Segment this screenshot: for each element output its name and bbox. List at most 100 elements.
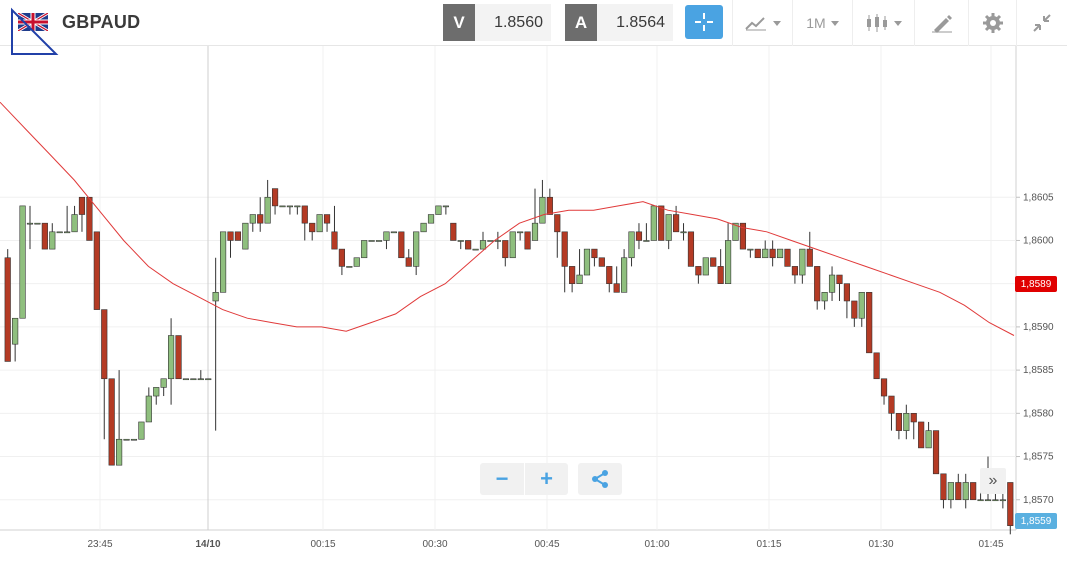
candle-body — [4, 257, 11, 362]
candle-body — [160, 378, 167, 388]
price-tick-label: 1,8585 — [1023, 365, 1054, 376]
time-tick-label: 01:30 — [868, 539, 893, 550]
candle-body — [301, 205, 308, 224]
candle-body — [880, 378, 888, 397]
candle-body — [650, 205, 657, 241]
candle-body — [531, 222, 539, 241]
moving-average-price-tag: 1,8589 — [1015, 276, 1057, 292]
price-axis: 1,86051,86001,85951,85901,85851,85801,85… — [1023, 192, 1054, 506]
candle-body — [970, 482, 977, 501]
candle-body — [494, 240, 501, 242]
candle-body — [754, 248, 761, 259]
candle-body — [717, 266, 724, 284]
candle-body — [41, 222, 48, 250]
candle-body — [524, 231, 531, 250]
zoom-in-button[interactable]: + — [524, 463, 568, 495]
moving-average-line — [0, 101, 1015, 336]
candle-body — [130, 438, 138, 441]
candle-body — [145, 395, 152, 423]
candle-body — [732, 222, 739, 241]
buy-tag: A — [565, 4, 597, 41]
candle-body — [999, 499, 1006, 502]
triangle-marker-icon — [11, 7, 59, 55]
candle-body — [784, 248, 791, 267]
sell-price-box[interactable]: V 1.8560 — [443, 4, 551, 41]
candle-body — [724, 240, 732, 284]
chart-type-line-button[interactable] — [732, 0, 792, 46]
instrument-symbol[interactable]: GBPAUD — [62, 12, 141, 32]
candle-body — [168, 335, 175, 380]
price-tick-label: 1,8605 — [1023, 192, 1054, 203]
candle-body — [828, 274, 836, 293]
share-button[interactable] — [578, 463, 622, 495]
candle-body — [606, 266, 613, 284]
settings-button[interactable] — [968, 0, 1016, 46]
candle-body — [212, 292, 219, 302]
candle-body — [71, 214, 78, 233]
candle-body — [205, 378, 212, 381]
candle-body — [955, 482, 962, 501]
time-tick-label: 01:00 — [644, 539, 669, 550]
time-tick-label: 00:15 — [310, 539, 335, 550]
candle-body — [427, 214, 435, 224]
candle-body — [153, 387, 160, 397]
price-tick-label: 1,8600 — [1023, 235, 1054, 246]
candles-layer — [4, 179, 1014, 535]
buy-price-box[interactable]: A 1.8564 — [565, 4, 673, 41]
candle-body — [450, 222, 457, 241]
candle-body — [561, 231, 568, 267]
candle-body — [361, 240, 368, 259]
candle-body — [138, 421, 145, 440]
time-tick-label: 00:45 — [534, 539, 559, 550]
candle-body — [613, 283, 620, 293]
candle-body — [375, 240, 383, 242]
candle-body — [286, 205, 294, 208]
candle-body — [747, 248, 754, 251]
candle-body — [479, 240, 487, 250]
candle-body — [554, 214, 561, 233]
zoom-out-button[interactable]: − — [495, 466, 509, 491]
candle-body — [197, 378, 204, 381]
candle-body — [517, 231, 524, 234]
crosshair-button[interactable] — [685, 5, 723, 39]
price-tick-label: 1,8590 — [1023, 322, 1054, 333]
candle-body — [576, 274, 583, 284]
candle-body — [947, 482, 954, 501]
draw-tool-button[interactable] — [914, 0, 968, 46]
price-tick-label: 1,8570 — [1023, 495, 1054, 506]
candle-body — [658, 205, 665, 241]
candle-body — [86, 196, 93, 241]
sell-price: 1.8560 — [494, 13, 543, 31]
candle-body — [791, 266, 799, 276]
candle-body — [903, 413, 910, 431]
candle-body — [234, 231, 242, 241]
candle-body — [769, 248, 776, 259]
candle-body — [264, 196, 271, 224]
candle-body — [123, 438, 130, 441]
price-chart[interactable]: 1,86051,86001,85951,85901,85851,85801,85… — [0, 46, 1067, 561]
candle-body — [940, 473, 947, 501]
candle-body — [569, 266, 576, 284]
candle-body — [591, 248, 598, 259]
last-price-tag: 1,8559 — [1015, 513, 1057, 529]
scroll-to-latest-button[interactable]: » — [980, 468, 1006, 494]
timeframe-dropdown[interactable]: 1M — [792, 0, 852, 46]
candle-body — [442, 205, 449, 208]
candle-body — [34, 222, 41, 225]
candle-body — [64, 231, 71, 234]
buy-price: 1.8564 — [616, 13, 665, 31]
candle-body — [539, 196, 546, 224]
candle-body — [309, 222, 316, 233]
candle-body — [866, 292, 873, 354]
candle-body — [635, 231, 643, 241]
candle-body — [56, 231, 63, 234]
candle-body — [984, 499, 992, 502]
candle-body — [925, 430, 932, 449]
candle-body — [739, 222, 747, 250]
collapse-button[interactable] — [1016, 0, 1067, 46]
candle-body — [353, 257, 360, 267]
candlestick-icon — [867, 14, 887, 32]
candle-style-button[interactable] — [852, 0, 914, 46]
candle-body — [279, 205, 286, 208]
